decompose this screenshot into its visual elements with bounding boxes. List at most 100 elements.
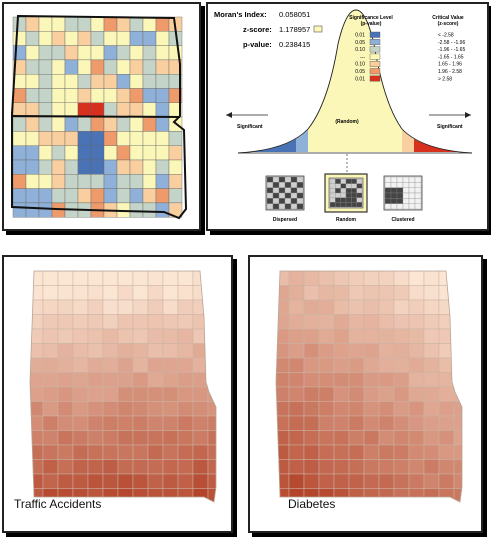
county-cell	[132, 343, 149, 359]
county-cell	[77, 116, 92, 132]
county-cell	[155, 59, 170, 75]
county-cell	[333, 343, 350, 359]
legend-swatch	[369, 68, 381, 75]
county-cell	[102, 299, 119, 315]
county-cell	[303, 444, 320, 460]
county-cell	[64, 145, 79, 161]
county-cell	[363, 444, 380, 460]
county-cell	[57, 285, 74, 301]
county-cell	[25, 73, 40, 89]
county-cell	[276, 430, 290, 446]
county-cell	[318, 328, 335, 344]
right-arrow-head	[465, 112, 471, 118]
county-cell	[117, 473, 134, 489]
county-cell	[408, 357, 425, 373]
county-cell	[318, 357, 335, 373]
county-cell	[207, 271, 216, 286]
county-cell	[318, 372, 335, 388]
county-cell	[64, 31, 79, 46]
county-cell	[438, 386, 455, 402]
county-cell	[102, 285, 119, 301]
county-cell	[90, 188, 105, 204]
county-cell	[142, 16, 157, 32]
county-cell	[77, 45, 92, 61]
county-cell	[57, 299, 74, 315]
traffic-accidents-map	[29, 270, 217, 503]
county-cell	[129, 116, 144, 132]
county-cell	[348, 459, 365, 475]
bell-curve-outline	[237, 9, 473, 154]
county-cell	[30, 444, 44, 460]
county-cell	[38, 88, 53, 104]
county-cell	[162, 444, 179, 460]
cluster-map-outline	[11, 14, 188, 220]
traffic-outline	[29, 270, 217, 503]
county-cell	[51, 102, 66, 118]
county-cell	[378, 473, 395, 489]
legend-swatch	[369, 75, 381, 82]
county-cell	[42, 343, 59, 359]
county-cell	[129, 102, 144, 118]
county-cell	[177, 401, 194, 417]
county-cell	[155, 174, 170, 189]
county-cell	[72, 459, 89, 475]
legend-z-range: 1.96 - 2.58	[438, 69, 462, 75]
county-cell	[393, 357, 410, 373]
county-cell	[155, 131, 170, 146]
county-cell	[393, 328, 410, 344]
county-cell	[348, 430, 365, 446]
county-cell	[42, 271, 59, 286]
county-cell	[303, 271, 320, 286]
county-cell	[408, 271, 425, 286]
county-cell	[42, 299, 59, 315]
county-cell	[116, 131, 131, 146]
county-cell	[276, 415, 290, 431]
county-cell	[103, 159, 118, 175]
county-cell	[162, 473, 179, 489]
county-cell	[147, 459, 164, 475]
county-cell	[177, 299, 194, 315]
county-cell	[72, 271, 89, 286]
county-cell	[207, 372, 216, 388]
county-cell	[276, 285, 290, 301]
legend-z-range: < -2.58	[438, 33, 454, 39]
county-cell	[408, 372, 425, 388]
county-cell	[12, 159, 27, 175]
county-cell	[207, 430, 216, 446]
county-cell	[162, 488, 179, 502]
county-cell	[423, 285, 440, 301]
county-cell	[42, 401, 59, 417]
legend-z-range: -2.58 - -1.96	[438, 40, 465, 46]
county-cell	[288, 343, 305, 359]
county-cell	[51, 88, 66, 104]
county-cell	[393, 415, 410, 431]
county-cell	[38, 73, 53, 89]
county-cell	[72, 386, 89, 402]
county-cell	[363, 459, 380, 475]
county-cell	[103, 131, 118, 146]
county-cell	[117, 415, 134, 431]
county-cell	[72, 299, 89, 315]
county-cell	[142, 88, 157, 104]
county-cell	[318, 444, 335, 460]
county-cell	[42, 459, 59, 475]
county-cell	[177, 372, 194, 388]
county-cell	[72, 444, 89, 460]
county-cell	[438, 488, 455, 502]
county-cell	[42, 357, 59, 373]
county-cell	[117, 430, 134, 446]
county-cell	[408, 314, 425, 330]
county-cell	[12, 16, 27, 32]
county-cell	[177, 415, 194, 431]
county-cell	[423, 343, 440, 359]
county-cell	[408, 444, 425, 460]
county-cell	[288, 328, 305, 344]
county-cell	[438, 415, 455, 431]
county-cell	[51, 59, 66, 75]
legend-z-range: 1.65 - 1.96	[438, 62, 462, 68]
county-cell	[30, 271, 44, 286]
county-cell	[147, 285, 164, 301]
county-cell	[25, 131, 40, 146]
county-cell	[363, 343, 380, 359]
county-cell	[303, 459, 320, 475]
